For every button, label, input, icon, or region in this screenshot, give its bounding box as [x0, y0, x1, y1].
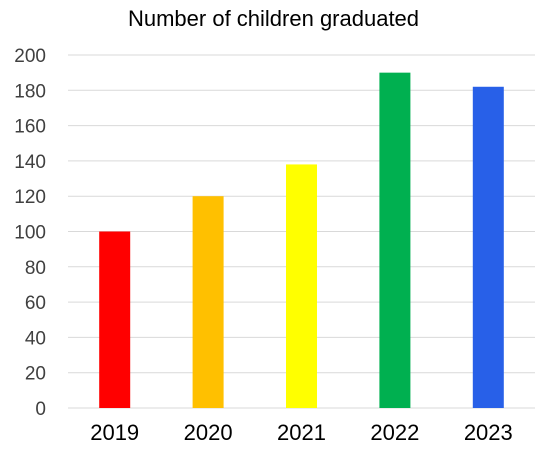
y-tick-label: 80	[25, 258, 46, 279]
y-tick-label: 180	[14, 81, 46, 102]
chart-title: Number of children graduated	[127, 6, 420, 31]
y-axis-ticks: 0 20 40 60 80 100 120 140 160 180 200	[14, 46, 46, 420]
x-tick-label: 2021	[277, 420, 326, 445]
y-tick-label: 160	[14, 117, 46, 138]
y-tick-label: 120	[14, 187, 46, 208]
y-tick-label: 140	[14, 152, 46, 173]
y-tick-label: 40	[25, 328, 46, 349]
bar-2020	[192, 196, 224, 408]
bars	[99, 72, 504, 409]
y-tick-label: 60	[25, 293, 46, 314]
bar-2022	[379, 72, 411, 409]
y-tick-label: 200	[14, 46, 46, 67]
x-axis-ticks: 2019 2020 2021 2022 2023	[90, 420, 513, 445]
x-tick-label: 2023	[464, 420, 513, 445]
y-tick-label: 100	[14, 223, 46, 244]
bar-2019	[99, 231, 131, 408]
x-tick-label: 2019	[90, 420, 139, 445]
x-tick-label: 2022	[370, 420, 419, 445]
bar-2023	[472, 86, 504, 409]
bar-2021	[286, 164, 317, 408]
y-tick-label: 0	[35, 399, 46, 420]
x-tick-label: 2020	[184, 420, 233, 445]
y-tick-label: 20	[25, 364, 46, 385]
